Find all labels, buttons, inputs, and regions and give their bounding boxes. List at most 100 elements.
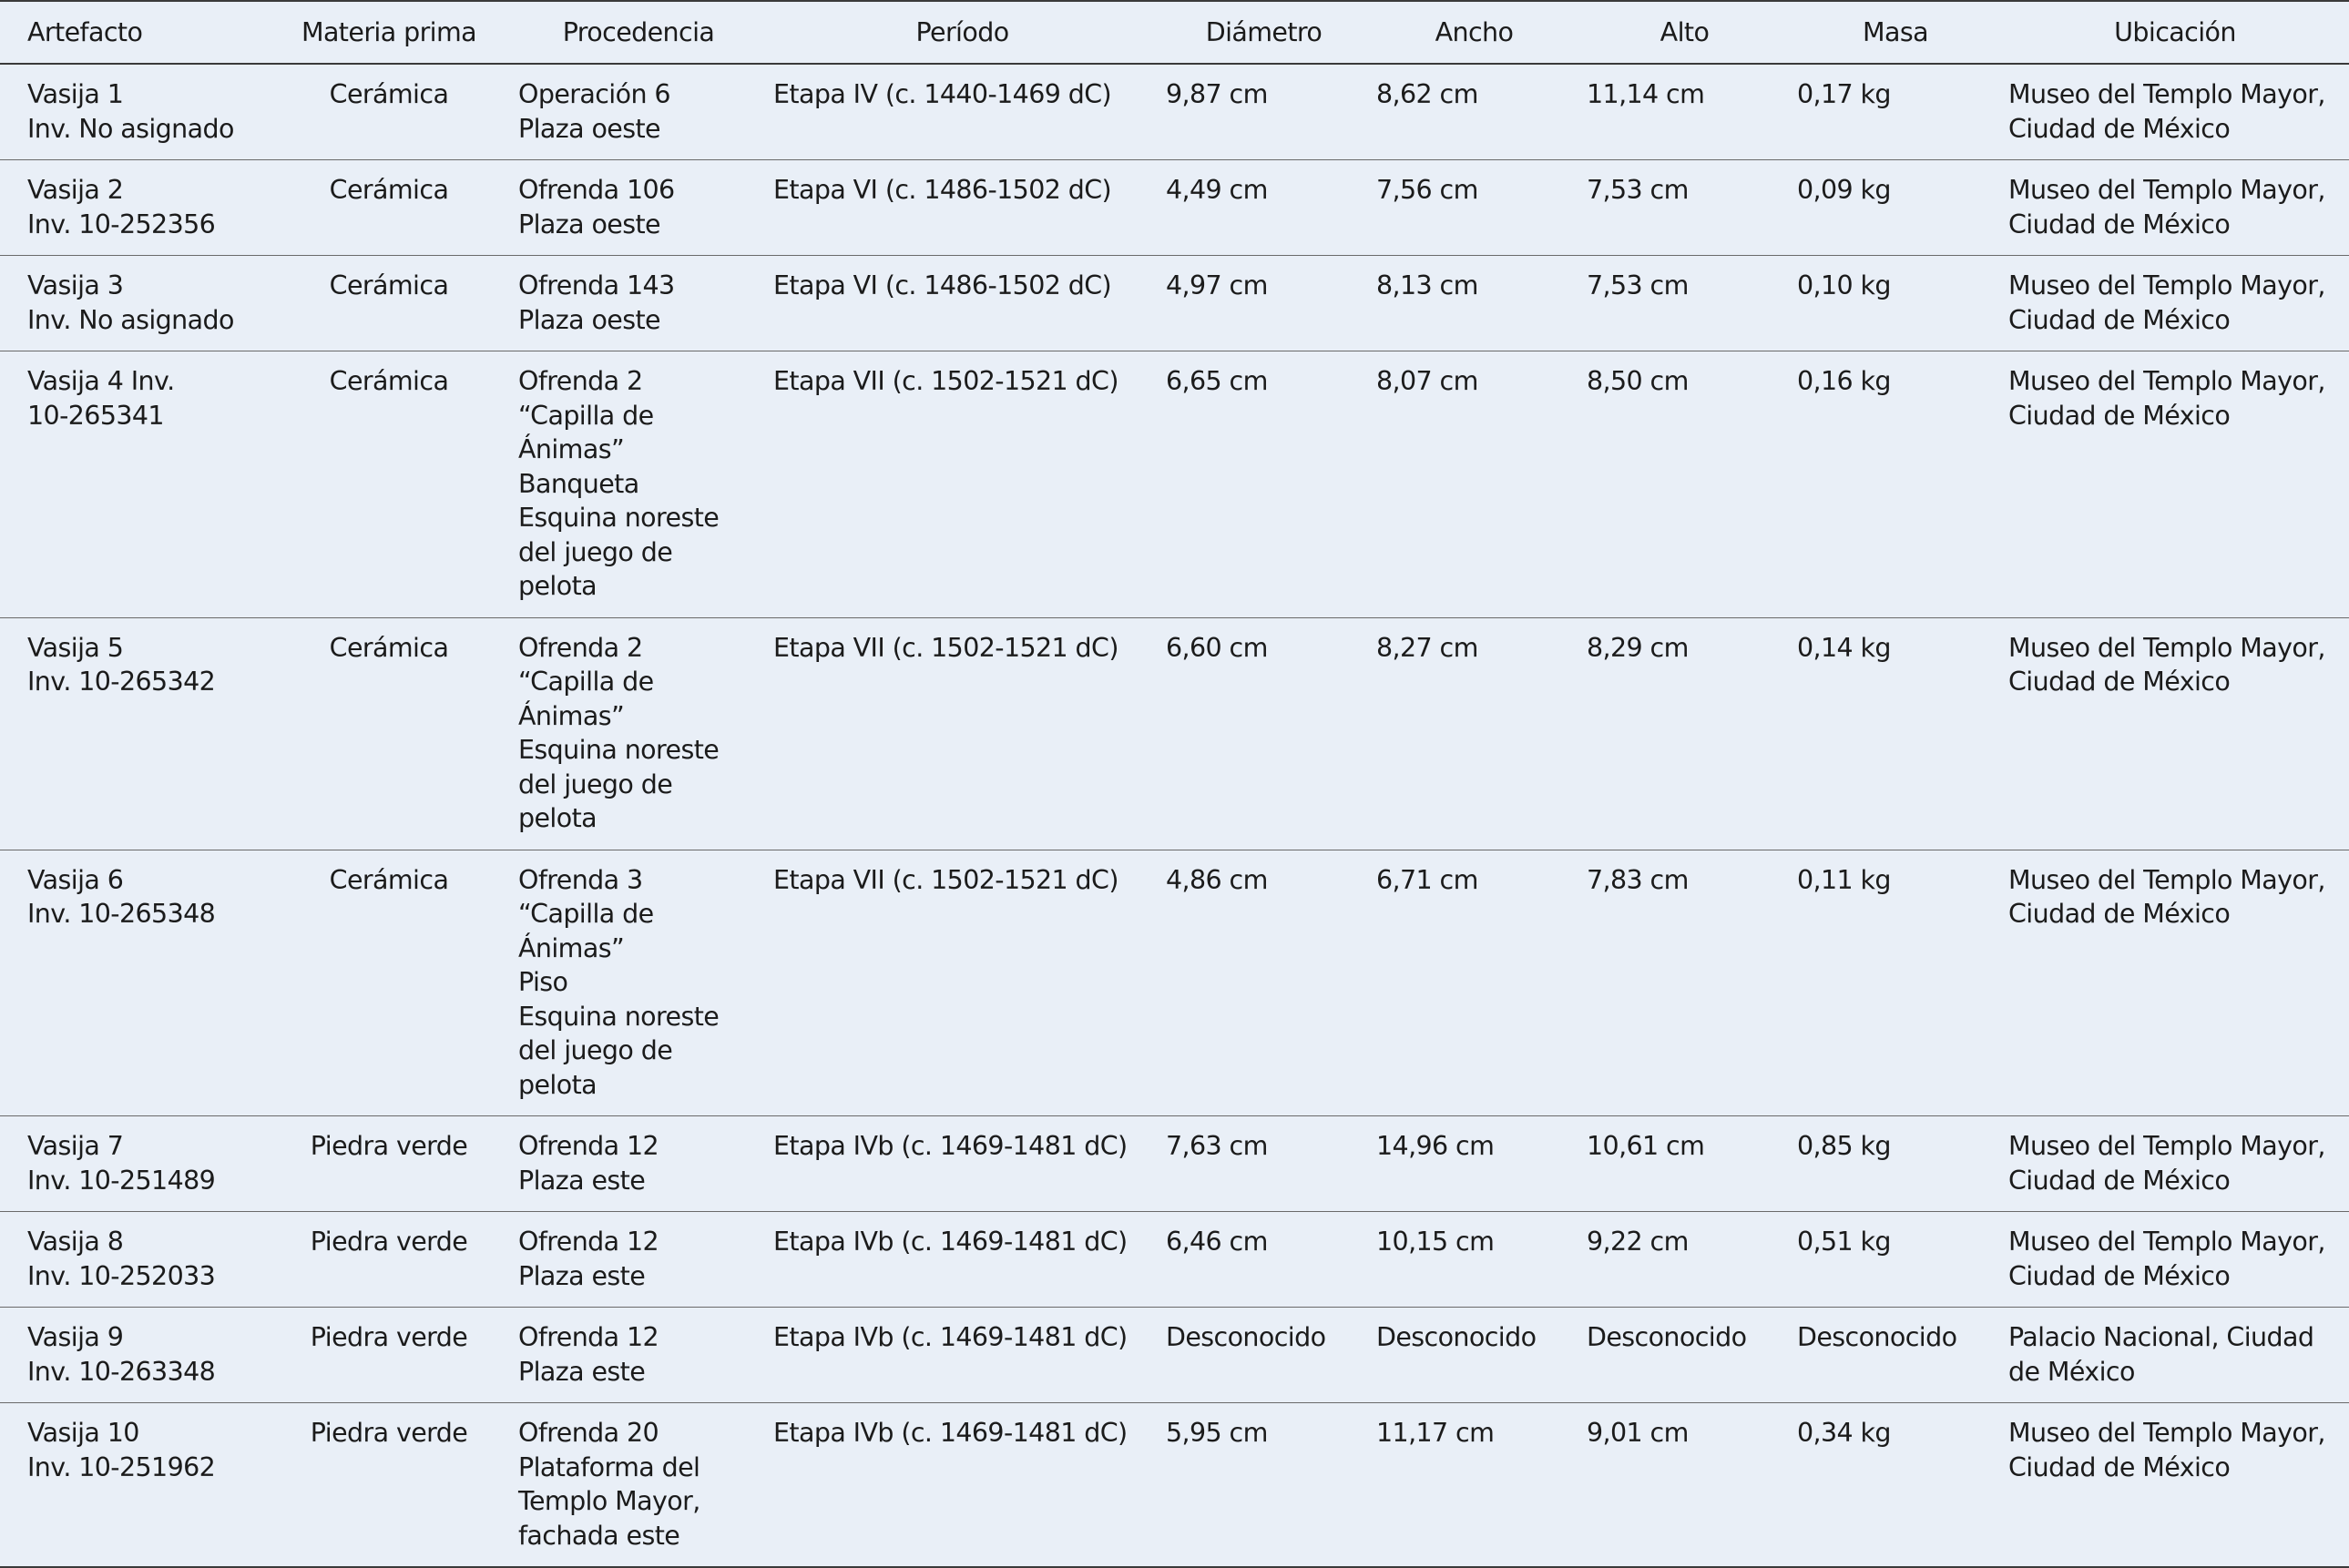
procedencia-line: Templo Mayor, bbox=[518, 1486, 700, 1516]
cell-masa: 0,10 kg bbox=[1797, 270, 1892, 300]
artefacto-line: Inv. No asignado bbox=[27, 113, 234, 144]
cell-ancho: 8,27 cm bbox=[1376, 632, 1478, 663]
artefacto-line: Inv. 10-265342 bbox=[27, 667, 216, 697]
artefacto-line: Vasija 10 bbox=[27, 1418, 139, 1448]
header-procedencia: Procedencia bbox=[562, 16, 715, 47]
cell-diametro: 6,60 cm bbox=[1166, 632, 1268, 663]
cell-masa: Desconocido bbox=[1797, 1322, 1957, 1352]
cell-ancho: 6,71 cm bbox=[1376, 864, 1478, 895]
procedencia-line: del juego de bbox=[518, 769, 673, 799]
cell-masa: 0,09 kg bbox=[1797, 175, 1892, 205]
cell-ubicacion: Museo del Templo Mayor, Ciudad de México bbox=[2001, 1403, 2349, 1568]
table-row: Vasija 5 Inv. 10-265342 Cerámica Ofrenda… bbox=[0, 617, 2349, 850]
table-row: Vasija 8 Inv. 10-252033 Piedra verde Ofr… bbox=[0, 1212, 2349, 1308]
cell-alto: Desconocido bbox=[1587, 1322, 1747, 1352]
procedencia-line: del juego de bbox=[518, 536, 673, 567]
artefacto-line: Inv. No asignado bbox=[27, 304, 234, 335]
cell-materia: Cerámica bbox=[329, 864, 449, 895]
cell-artefacto: Vasija 8 Inv. 10-252033 bbox=[0, 1212, 267, 1308]
procedencia-line: Ofrenda 12 bbox=[518, 1131, 659, 1161]
header-materia-prima: Materia prima bbox=[301, 16, 477, 47]
artefacto-line: Inv. 10-263348 bbox=[27, 1356, 216, 1387]
ubicacion-line: Ciudad de México bbox=[2008, 304, 2231, 335]
cell-procedencia: Ofrenda 106 Plaza oeste bbox=[511, 160, 766, 256]
cell-diametro: 4,86 cm bbox=[1166, 864, 1268, 895]
procedencia-line: Piso bbox=[518, 967, 568, 997]
procedencia-line: Ofrenda 143 bbox=[518, 270, 675, 300]
procedencia-line: Ánimas” bbox=[518, 932, 625, 963]
cell-alto: 7,83 cm bbox=[1587, 864, 1689, 895]
artefacto-line: Vasija 2 bbox=[27, 175, 124, 205]
artefacto-line: Vasija 4 Inv. bbox=[27, 366, 175, 396]
header-masa: Masa bbox=[1863, 16, 1929, 47]
table-row: Vasija 2 Inv. 10-252356 Cerámica Ofrenda… bbox=[0, 160, 2349, 256]
artefacto-line: Vasija 6 bbox=[27, 864, 124, 895]
procedencia-line: Ofrenda 12 bbox=[518, 1227, 659, 1257]
cell-procedencia: Ofrenda 2 “Capilla de Ánimas” Banqueta E… bbox=[511, 351, 766, 618]
cell-ancho: 8,13 cm bbox=[1376, 270, 1478, 300]
procedencia-line: Ofrenda 12 bbox=[518, 1322, 659, 1352]
cell-diametro: 6,65 cm bbox=[1166, 366, 1268, 396]
cell-materia: Piedra verde bbox=[310, 1418, 468, 1448]
procedencia-line: Esquina noreste bbox=[518, 735, 720, 765]
cell-alto: 9,01 cm bbox=[1587, 1418, 1689, 1448]
cell-materia: Piedra verde bbox=[310, 1131, 468, 1161]
procedencia-line: Ofrenda 20 bbox=[518, 1418, 659, 1448]
table-row: Vasija 1 Inv. No asignado Cerámica Opera… bbox=[0, 64, 2349, 160]
cell-diametro: 4,97 cm bbox=[1166, 270, 1268, 300]
cell-alto: 10,61 cm bbox=[1587, 1131, 1705, 1161]
ubicacion-line: Palacio Nacional, Ciudad bbox=[2008, 1322, 2314, 1352]
cell-diametro: 6,46 cm bbox=[1166, 1227, 1268, 1257]
procedencia-line: Ofrenda 3 bbox=[518, 864, 643, 895]
cell-ancho: 8,07 cm bbox=[1376, 366, 1478, 396]
cell-materia: Cerámica bbox=[329, 632, 449, 663]
cell-alto: 11,14 cm bbox=[1587, 79, 1705, 109]
cell-alto: 9,22 cm bbox=[1587, 1227, 1689, 1257]
cell-procedencia: Ofrenda 2 “Capilla de Ánimas” Esquina no… bbox=[511, 617, 766, 850]
cell-masa: 0,16 kg bbox=[1797, 366, 1892, 396]
cell-diametro: Desconocido bbox=[1166, 1322, 1326, 1352]
header-ancho: Ancho bbox=[1435, 16, 1514, 47]
ubicacion-line: Ciudad de México bbox=[2008, 1260, 2231, 1291]
cell-diametro: 7,63 cm bbox=[1166, 1131, 1268, 1161]
table-row: Vasija 6 Inv. 10-265348 Cerámica Ofrenda… bbox=[0, 850, 2349, 1116]
cell-masa: 0,85 kg bbox=[1797, 1131, 1892, 1161]
cell-ubicacion: Museo del Templo Mayor, Ciudad de México bbox=[2001, 1116, 2349, 1212]
cell-artefacto: Vasija 2 Inv. 10-252356 bbox=[0, 160, 267, 256]
procedencia-line: fachada este bbox=[518, 1520, 680, 1551]
procedencia-line: Plaza este bbox=[518, 1165, 646, 1196]
cell-periodo: Etapa IVb (c. 1469-1481 dC) bbox=[773, 1322, 1128, 1352]
cell-diametro: 4,49 cm bbox=[1166, 175, 1268, 205]
procedencia-line: Esquina noreste bbox=[518, 503, 720, 533]
procedencia-line: Plaza este bbox=[518, 1356, 646, 1387]
cell-materia: Cerámica bbox=[329, 270, 449, 300]
cell-periodo: Etapa IV (c. 1440-1469 dC) bbox=[773, 79, 1112, 109]
ubicacion-line: Ciudad de México bbox=[2008, 400, 2231, 431]
artefacto-line: Inv. 10-265348 bbox=[27, 899, 216, 929]
cell-masa: 0,34 kg bbox=[1797, 1418, 1892, 1448]
cell-ubicacion: Museo del Templo Mayor, Ciudad de México bbox=[2001, 617, 2349, 850]
cell-alto: 8,50 cm bbox=[1587, 366, 1689, 396]
header-artefacto: Artefacto bbox=[27, 16, 143, 47]
cell-ubicacion: Palacio Nacional, Ciudad de México bbox=[2001, 1308, 2349, 1403]
artefacto-line: Vasija 5 bbox=[27, 632, 124, 663]
procedencia-line: Banqueta bbox=[518, 468, 639, 499]
cell-procedencia: Ofrenda 3 “Capilla de Ánimas” Piso Esqui… bbox=[511, 850, 766, 1116]
cell-procedencia: Ofrenda 143 Plaza oeste bbox=[511, 256, 766, 351]
cell-periodo: Etapa VII (c. 1502-1521 dC) bbox=[773, 864, 1118, 895]
procedencia-line: pelota bbox=[518, 571, 597, 601]
procedencia-line: Ofrenda 2 bbox=[518, 632, 643, 663]
cell-artefacto: Vasija 1 Inv. No asignado bbox=[0, 64, 267, 160]
cell-ancho: 14,96 cm bbox=[1376, 1131, 1495, 1161]
cell-procedencia: Ofrenda 12 Plaza este bbox=[511, 1212, 766, 1308]
ubicacion-line: Ciudad de México bbox=[2008, 113, 2231, 144]
cell-diametro: 5,95 cm bbox=[1166, 1418, 1268, 1448]
artefacto-line: Inv. 10-251962 bbox=[27, 1451, 216, 1482]
ubicacion-line: Ciudad de México bbox=[2008, 1451, 2231, 1482]
artefacto-line: Vasija 3 bbox=[27, 270, 124, 300]
cell-periodo: Etapa VI (c. 1486-1502 dC) bbox=[773, 270, 1112, 300]
cell-procedencia: Ofrenda 20 Plataforma del Templo Mayor, … bbox=[511, 1403, 766, 1568]
cell-diametro: 9,87 cm bbox=[1166, 79, 1268, 109]
ubicacion-line: Ciudad de México bbox=[2008, 667, 2231, 697]
table-row: Vasija 3 Inv. No asignado Cerámica Ofren… bbox=[0, 256, 2349, 351]
